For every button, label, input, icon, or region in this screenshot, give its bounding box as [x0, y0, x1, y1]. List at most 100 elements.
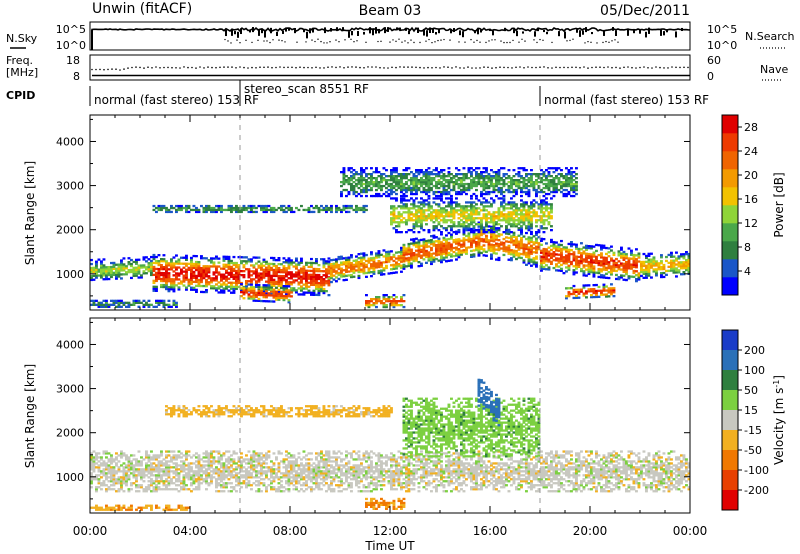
- power-cell: [427, 181, 431, 184]
- power-cell: [435, 227, 438, 230]
- velocity-cell: [125, 464, 128, 467]
- power-cell: [482, 201, 486, 204]
- power-cell: [605, 246, 608, 250]
- power-cell: [612, 269, 616, 272]
- power-cell: [425, 249, 428, 253]
- power-cell: [310, 279, 313, 282]
- power-cell: [537, 205, 541, 208]
- power-cell: [535, 257, 538, 260]
- power-cell: [522, 167, 526, 170]
- noise-sky-spike: [363, 31, 365, 35]
- power-cell: [225, 287, 228, 290]
- power-cell: [387, 192, 391, 196]
- power-cell: [525, 227, 528, 230]
- power-cell: [235, 265, 238, 269]
- power-cell: [462, 175, 466, 178]
- power-cell: [587, 256, 591, 260]
- power-cell: [342, 257, 346, 260]
- power-cell: [277, 268, 281, 272]
- power-cell: [500, 225, 503, 228]
- power-cell: [365, 188, 368, 192]
- power-cell: [397, 217, 401, 220]
- power-cell: [282, 269, 286, 272]
- power-cell: [612, 291, 616, 294]
- noise-sky-spike: [615, 30, 617, 36]
- velocity-cell: [127, 478, 131, 481]
- power-cell: [362, 268, 366, 271]
- power-cell: [470, 221, 473, 224]
- power-cell: [535, 247, 538, 250]
- power-cell: [625, 268, 628, 272]
- power-cell: [390, 264, 393, 267]
- power-cell: [467, 169, 471, 172]
- power-cell: [505, 219, 508, 222]
- nave-dot: [667, 67, 669, 69]
- power-cell: [460, 223, 463, 226]
- power-cell: [650, 266, 653, 269]
- power-cell: [465, 186, 468, 190]
- power-cell: [135, 268, 138, 271]
- power-cell: [212, 210, 216, 214]
- nave-dot: [383, 67, 385, 69]
- velocity-cell: [115, 458, 118, 461]
- power-cell: [595, 261, 598, 264]
- power-cell: [585, 264, 588, 267]
- power-cell: [485, 192, 488, 196]
- power-cell: [405, 181, 408, 184]
- power-cell: [487, 201, 491, 204]
- power-cell: [677, 269, 681, 272]
- power-cell: [210, 287, 213, 290]
- power-cell: [412, 199, 416, 202]
- power-cell: [522, 177, 526, 180]
- power-cell: [582, 266, 586, 269]
- power-cell: [522, 203, 526, 206]
- power-cell: [387, 258, 391, 261]
- power-cell: [167, 276, 171, 279]
- power-cell: [312, 275, 316, 279]
- power-cell: [185, 286, 188, 289]
- power-cell: [532, 263, 536, 266]
- power-cell: [390, 272, 393, 275]
- power-cell: [422, 217, 426, 220]
- power-cell: [502, 199, 506, 202]
- power-cell: [295, 257, 298, 260]
- power-cell: [480, 182, 483, 186]
- power-cell: [262, 206, 266, 210]
- power-cell: [557, 188, 561, 192]
- power-cell: [372, 266, 376, 269]
- power-cell: [282, 261, 286, 264]
- power-cell: [220, 277, 223, 280]
- power-cell: [410, 250, 413, 253]
- power-cell: [395, 169, 398, 172]
- power-cell: [450, 243, 453, 246]
- power-cell: [492, 244, 496, 247]
- power-cell: [467, 232, 471, 235]
- power-cell: [582, 252, 586, 255]
- power-cell: [357, 253, 361, 256]
- power-cell: [182, 284, 186, 287]
- power-cell: [205, 279, 208, 282]
- power-cell: [275, 292, 278, 295]
- velocity-cell: [107, 464, 111, 467]
- power-cell: [280, 280, 283, 284]
- power-cell: [525, 213, 528, 216]
- velocity-cell: [92, 478, 96, 481]
- power-cell: [505, 182, 508, 186]
- power-cell: [217, 261, 221, 264]
- power-cell: [245, 282, 248, 285]
- power-cell: [575, 245, 578, 248]
- velocity-cell: [102, 470, 106, 473]
- power-cell: [550, 175, 553, 178]
- power-cell: [542, 221, 546, 224]
- noise-right-tick-bottom: 10^0: [707, 39, 737, 52]
- power-cell: [592, 253, 596, 256]
- power-cell: [440, 253, 443, 256]
- nave-dot: [531, 66, 533, 69]
- power-cell: [392, 271, 396, 274]
- power-cell: [370, 179, 373, 182]
- power-cell: [190, 280, 193, 283]
- power-cell: [420, 211, 423, 214]
- power-cell: [447, 167, 451, 170]
- power-cell: [112, 267, 116, 270]
- power-cell: [427, 229, 431, 232]
